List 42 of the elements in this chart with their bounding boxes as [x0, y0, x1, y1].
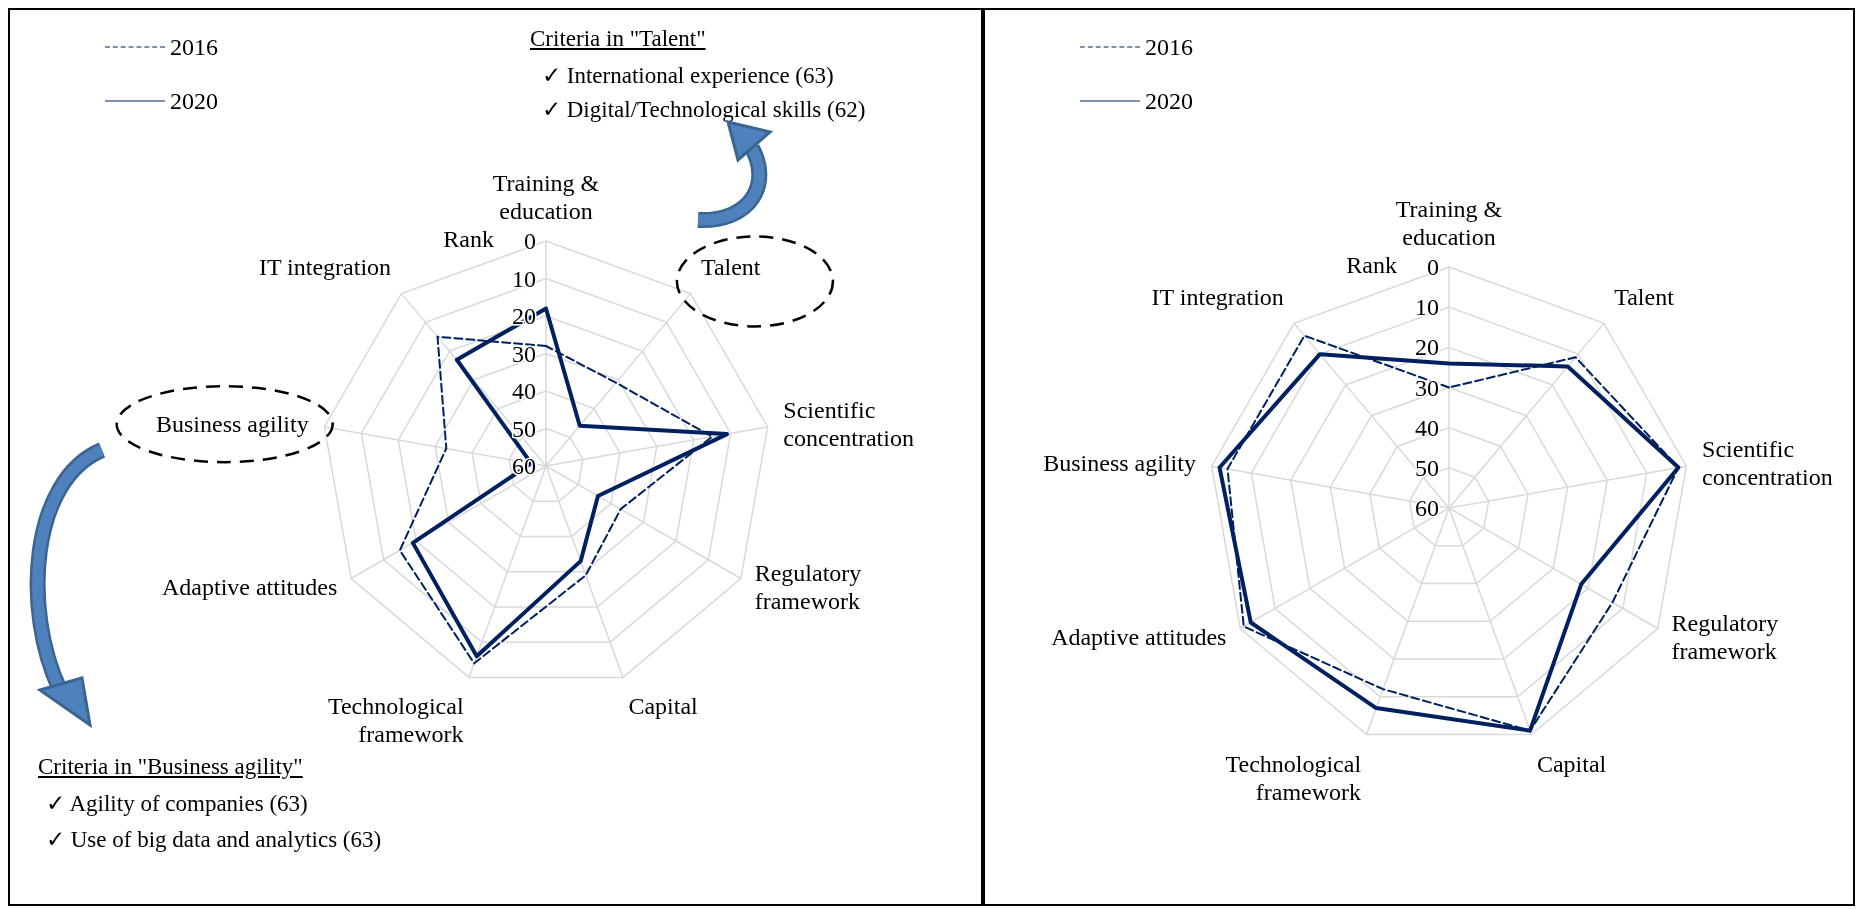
spoke-label: Training & education	[492, 170, 600, 224]
spoke-label: Talent	[1614, 284, 1675, 311]
legend-label: 2016	[170, 34, 218, 60]
spoke-label: Business agility	[1043, 450, 1196, 477]
spoke-label: Talent	[700, 254, 761, 281]
y-tick-label: 30	[1415, 374, 1439, 401]
y-tick-label: 20	[1415, 334, 1439, 361]
spoke-label: Capital	[1536, 750, 1607, 777]
text: ✓ Use of big data and analytics (63)	[46, 826, 382, 853]
text: ✓ Agility of companies (63)	[46, 790, 308, 817]
y-tick-label: 40	[512, 378, 536, 404]
legend-label: 2016	[1145, 34, 1193, 60]
spoke-label: Regulatory framework	[1671, 609, 1779, 664]
spoke-label: Capital	[628, 693, 699, 720]
y-tick-label: 30	[512, 340, 536, 367]
spoke-label: IT integration	[1151, 284, 1284, 311]
y-tick-label: 10	[512, 265, 536, 292]
y-tick-label: 50	[512, 415, 536, 442]
text: Rank	[1346, 252, 1397, 278]
spoke-label: Regulatory framework	[754, 559, 862, 614]
text: ✓ Digital/Technological skills (62)	[542, 96, 866, 123]
spoke-label: Training & education	[1395, 196, 1503, 250]
text: Rank	[443, 226, 494, 252]
text: Criteria in "Talent"	[530, 26, 706, 52]
spoke-label: Scientific concentration	[1702, 436, 1833, 491]
y-tick-label: 40	[1415, 414, 1439, 441]
spoke-label: Adaptive attitudes	[1051, 623, 1227, 650]
y-tick-label: 0	[1427, 254, 1439, 280]
y-tick-label: 0	[524, 228, 536, 254]
spoke-label: Adaptive attitudes	[161, 573, 338, 600]
legend-label: 2020	[1145, 88, 1193, 114]
text: Criteria in "Business agility"	[38, 754, 303, 780]
spoke-label: Scientific concentration	[783, 397, 914, 452]
spoke-label: Business agility	[155, 411, 309, 438]
text: ✓ International experience (63)	[542, 62, 834, 89]
spoke-label: Technological framework	[1225, 750, 1362, 805]
spoke-label: IT integration	[258, 254, 392, 281]
y-tick-label: 60	[1415, 495, 1439, 521]
legend-label: 2020	[170, 88, 218, 114]
spoke-label: Technological framework	[327, 693, 464, 748]
y-tick-label: 50	[1415, 454, 1439, 481]
y-tick-label: 10	[1415, 294, 1439, 321]
